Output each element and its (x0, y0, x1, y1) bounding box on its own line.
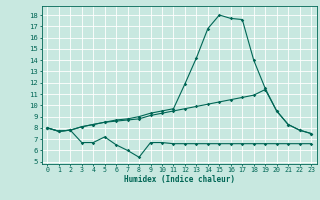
X-axis label: Humidex (Indice chaleur): Humidex (Indice chaleur) (124, 175, 235, 184)
